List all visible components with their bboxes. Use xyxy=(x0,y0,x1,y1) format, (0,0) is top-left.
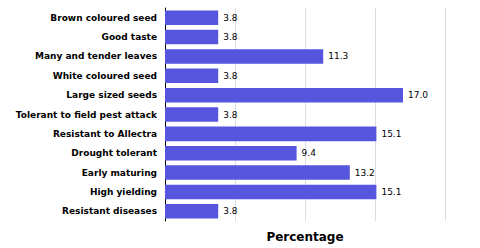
svg-text:3.8: 3.8 xyxy=(223,71,238,81)
svg-text:17.0: 17.0 xyxy=(408,90,428,100)
svg-text:11.3: 11.3 xyxy=(328,51,348,61)
svg-text:3.8: 3.8 xyxy=(223,206,238,216)
svg-text:Brown coloured seed: Brown coloured seed xyxy=(50,13,157,23)
svg-text:9.4: 9.4 xyxy=(302,148,317,158)
svg-text:Resistant diseases: Resistant diseases xyxy=(62,206,157,216)
svg-text:Many and tender leaves: Many and tender leaves xyxy=(35,51,157,61)
svg-text:Tolerant to field pest attack: Tolerant to field pest attack xyxy=(16,110,158,120)
svg-text:3.8: 3.8 xyxy=(223,32,238,42)
svg-text:3.8: 3.8 xyxy=(223,110,238,120)
svg-text:13.2: 13.2 xyxy=(355,168,375,178)
svg-text:Resistant to Allectra: Resistant to Allectra xyxy=(53,129,157,139)
svg-text:High yielding: High yielding xyxy=(90,187,157,197)
svg-text:15.1: 15.1 xyxy=(381,129,401,139)
svg-text:Percentage: Percentage xyxy=(266,230,343,244)
svg-text:White coloured seed: White coloured seed xyxy=(53,71,157,81)
svg-text:3.8: 3.8 xyxy=(223,13,238,23)
svg-text:Large sized seeds: Large sized seeds xyxy=(66,90,157,100)
svg-text:Good taste: Good taste xyxy=(102,32,157,42)
svg-text:Early maturing: Early maturing xyxy=(82,168,157,178)
svg-text:Drought tolerant: Drought tolerant xyxy=(71,148,157,158)
svg-text:15.1: 15.1 xyxy=(381,187,401,197)
